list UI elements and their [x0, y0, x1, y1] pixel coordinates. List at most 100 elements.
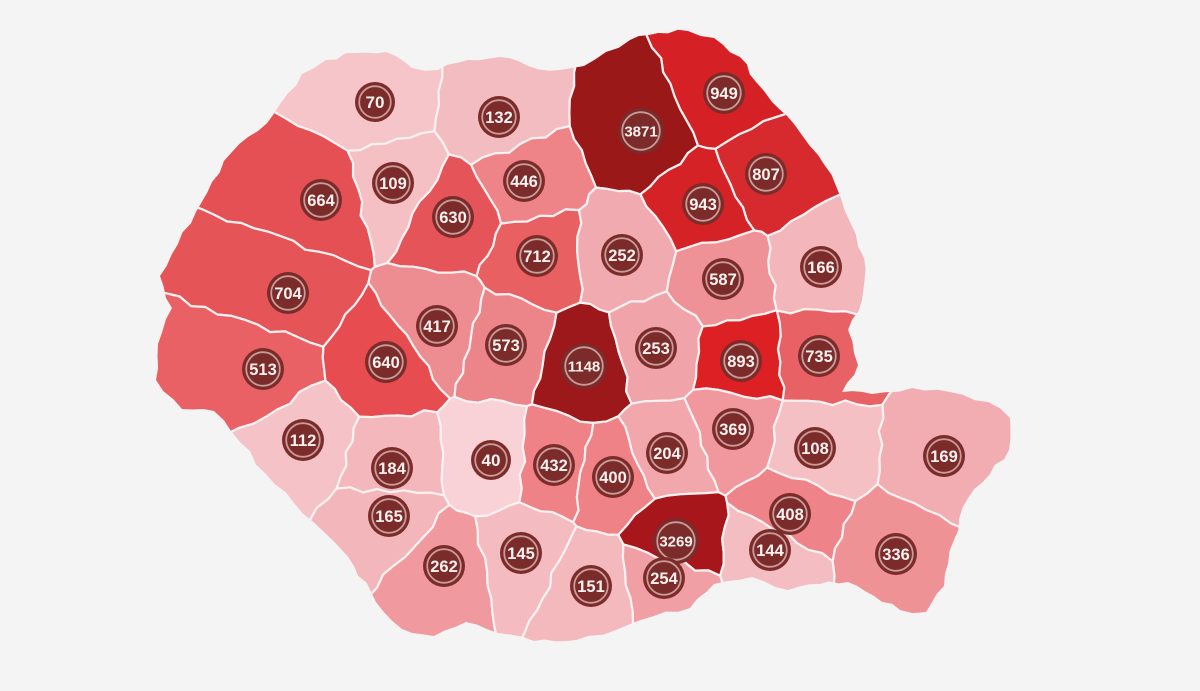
county-badge-constanta: 336: [875, 533, 917, 575]
county-value: 513: [249, 361, 277, 379]
county-badge-olt: 145: [500, 532, 542, 574]
county-region-dolj[interactable]: [145, 503, 505, 691]
badge-circle: [745, 153, 787, 195]
badge-ring: [797, 430, 833, 466]
county-value: 432: [540, 457, 568, 475]
county-value: 262: [430, 558, 458, 576]
county-region-arad[interactable]: [0, 84, 373, 348]
county-region-teleorman[interactable]: [480, 525, 657, 691]
county-value: 112: [290, 432, 317, 450]
badge-ring: [803, 249, 839, 285]
county-value: 893: [727, 353, 755, 371]
badge-circle: [601, 234, 643, 276]
county-value: 446: [510, 173, 538, 191]
badge-circle: [702, 258, 744, 300]
county-badge-arad: 704: [267, 272, 309, 314]
county-badge-teleorman: 151: [570, 565, 612, 607]
county-badge-salaj: 109: [372, 162, 414, 204]
badge-circle: [592, 456, 634, 498]
county-value: 145: [507, 545, 535, 563]
badge-circle: [712, 408, 754, 450]
county-badge-ialomita: 408: [769, 493, 811, 535]
badge-ring: [375, 165, 411, 201]
badge-ring: [564, 346, 604, 386]
county-value: 151: [577, 578, 605, 596]
badge-ring: [368, 344, 404, 380]
badge-ring: [506, 163, 542, 199]
county-badge-hunedoara: 640: [365, 341, 407, 383]
badge-circle: [800, 246, 842, 288]
county-value: 253: [642, 340, 670, 358]
county-value: 108: [801, 440, 829, 458]
badge-circle: [471, 440, 511, 480]
county-value: 254: [650, 570, 678, 588]
badge-circle: [561, 343, 607, 389]
county-value: 3871: [624, 123, 657, 140]
badge-ring: [303, 182, 339, 218]
county-value: 144: [756, 542, 784, 560]
badge-ring: [926, 438, 962, 474]
county-badge-maramures: 132: [478, 96, 520, 138]
county-value: 408: [776, 506, 804, 524]
badge-ring: [419, 308, 455, 344]
county-badge-vrancea: 893: [720, 340, 762, 382]
county-value: 949: [710, 85, 738, 103]
badge-ring: [638, 330, 674, 366]
county-badge-suceava: 3871: [618, 108, 664, 154]
county-value: 132: [485, 109, 513, 127]
county-region-bihor[interactable]: [0, 0, 376, 272]
badge-ring: [573, 568, 609, 604]
badge-ring: [488, 327, 524, 363]
badge-circle: [423, 545, 465, 587]
badge-circle: [242, 348, 284, 390]
county-badge-dolj: 262: [423, 545, 465, 587]
badge-circle: [365, 341, 407, 383]
badge-ring: [752, 532, 788, 568]
badge-circle: [643, 557, 685, 599]
badge-circle: [923, 435, 965, 477]
county-value: 630: [439, 209, 467, 227]
badge-ring: [705, 261, 741, 297]
county-value: 573: [492, 337, 520, 355]
badge-circle: [798, 335, 840, 377]
county-badge-covasna: 253: [635, 327, 677, 369]
badge-circle: [703, 72, 745, 114]
badge-circle: [478, 96, 520, 138]
county-value: 712: [523, 248, 551, 266]
county-value: 336: [882, 546, 910, 564]
county-value: 369: [719, 421, 747, 439]
badge-ring: [595, 459, 631, 495]
county-value: 943: [689, 196, 717, 214]
badge-ring: [481, 99, 517, 135]
badge-circle: [432, 196, 474, 238]
county-value: 400: [599, 469, 627, 487]
badge-ring: [285, 422, 321, 458]
county-value: 664: [307, 192, 335, 210]
county-badge-brasov: 1148: [561, 343, 607, 389]
badge-ring: [435, 199, 471, 235]
badge-ring: [371, 498, 407, 534]
badge-ring: [772, 496, 808, 532]
county-badge-galati: 735: [798, 335, 840, 377]
county-badge-arges: 432: [533, 444, 575, 486]
county-badge-tulcea: 169: [923, 435, 965, 477]
county-value: 807: [752, 166, 780, 184]
county-badge-mures: 712: [516, 235, 558, 277]
badge-ring: [715, 411, 751, 447]
badge-ring: [646, 560, 682, 596]
badge-circle: [500, 532, 542, 574]
county-value: 109: [379, 175, 407, 193]
badge-circle: [720, 340, 762, 382]
county-badge-botosani: 949: [703, 72, 745, 114]
county-value: 252: [608, 247, 636, 265]
badge-ring: [621, 111, 661, 151]
badge-ring: [878, 536, 914, 572]
badge-circle: [653, 518, 699, 564]
badge-ring: [649, 435, 685, 471]
badge-circle: [682, 183, 724, 225]
county-region-satu-mare[interactable]: [0, 0, 470, 152]
county-badge-calarasi: 144: [749, 529, 791, 571]
badge-circle: [300, 179, 342, 221]
